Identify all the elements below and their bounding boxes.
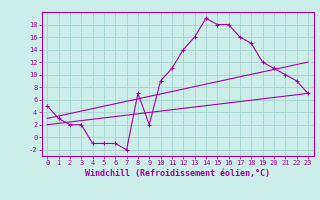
X-axis label: Windchill (Refroidissement éolien,°C): Windchill (Refroidissement éolien,°C): [85, 169, 270, 178]
